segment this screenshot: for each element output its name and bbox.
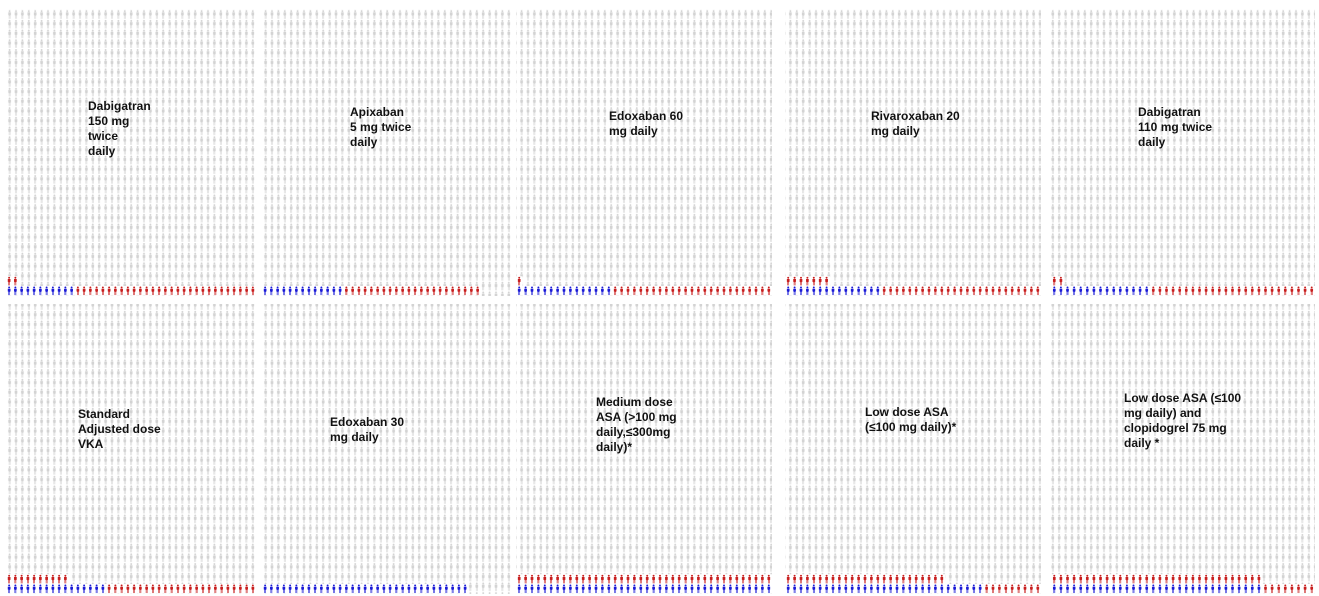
panel-label-line: Medium dose [596, 395, 673, 409]
panel-label: Rivaroxaban 20 mg daily [871, 109, 960, 138]
panel-label-line: Adjusted dose [78, 422, 161, 436]
panel-label: Medium dose ASA (>100 mg daily,≤300mg daily… [596, 395, 677, 454]
panel-label: Apixaban 5 mg twice daily [350, 105, 412, 149]
panel-label-line: daily [350, 135, 378, 149]
background-person-icons [785, 9, 1041, 296]
panel-9: Low dose ASA (≤100 mg daily)* [785, 304, 1042, 594]
background-person-icons [6, 304, 256, 594]
panel-label: Low dose ASA (≤100 mg daily) and clopidogr… [1124, 391, 1241, 450]
background-person-icons [516, 9, 772, 296]
panel-label-line: mg daily) and [1124, 406, 1201, 420]
panel-3: Edoxaban 60 mg daily [516, 9, 773, 296]
panel-1: Dabigatran 150 mg twice daily [6, 9, 257, 296]
panel-label-line: clopidogrel 75 mg [1124, 421, 1227, 435]
background-person-icons [1051, 304, 1315, 594]
panel-7: Edoxaban 30 mg daily [262, 304, 512, 594]
panel-label-line: daily [1138, 135, 1166, 149]
panel-label-line: Rivaroxaban 20 [871, 109, 960, 123]
panel-label-line: ASA (>100 mg [596, 410, 677, 424]
panel-label-line: daily * [1124, 436, 1160, 450]
panel-label-line: (≤100 mg daily)* [865, 420, 957, 434]
panel-label-line: Standard [78, 407, 130, 421]
panel-label-line: twice [88, 129, 118, 143]
panel-label-line: 5 mg twice [350, 120, 412, 134]
panel-label-line: 110 mg twice [1138, 120, 1212, 134]
panel-label-line: mg daily [330, 430, 379, 444]
background-person-icons [262, 9, 512, 296]
panel-label-line: Low dose ASA [865, 405, 949, 419]
panel-label-line: mg daily [871, 124, 920, 138]
background-person-icons [516, 304, 772, 594]
panel-2: Apixaban 5 mg twice daily [262, 9, 512, 296]
panel-label: Dabigatran 150 mg twice daily [88, 99, 151, 158]
background-person-icons [6, 9, 256, 296]
panel-label: Edoxaban 30 mg daily [330, 415, 404, 444]
panel-label-line: daily,≤300mg [596, 425, 670, 439]
panel-10: Low dose ASA (≤100 mg daily) and clopidogr… [1051, 304, 1316, 594]
background-person-icons [1051, 9, 1315, 296]
panel-label-line: VKA [78, 437, 104, 451]
panel-label-line: Edoxaban 30 [330, 415, 404, 429]
panel-label-line: Dabigatran [88, 99, 151, 113]
panel-label: Dabigatran 110 mg twice daily [1138, 105, 1212, 149]
panel-4: Rivaroxaban 20 mg daily [785, 9, 1042, 296]
panel-label-line: 150 mg [88, 114, 129, 128]
panel-label-line: mg daily [609, 124, 658, 138]
panel-label-line: Edoxaban 60 [609, 109, 683, 123]
panel-label: Low dose ASA (≤100 mg daily)* [865, 405, 957, 434]
panel-label-line: Apixaban [350, 105, 404, 119]
panel-label: Edoxaban 60 mg daily [609, 109, 683, 138]
background-person-icons [785, 304, 1041, 594]
panel-label-line: daily)* [596, 440, 632, 454]
panel-label-line: Dabigatran [1138, 105, 1201, 119]
panel-8: Medium dose ASA (>100 mg daily,≤300mg daily… [516, 304, 773, 594]
panel-6: Standard Adjusted dose VKA [6, 304, 257, 594]
panel-5: Dabigatran 110 mg twice daily [1051, 9, 1316, 296]
background-person-icons [262, 304, 512, 594]
panel-label-line: daily [88, 144, 116, 158]
panel-label-line: Low dose ASA (≤100 [1124, 391, 1241, 405]
panel-label: Standard Adjusted dose VKA [78, 407, 161, 451]
